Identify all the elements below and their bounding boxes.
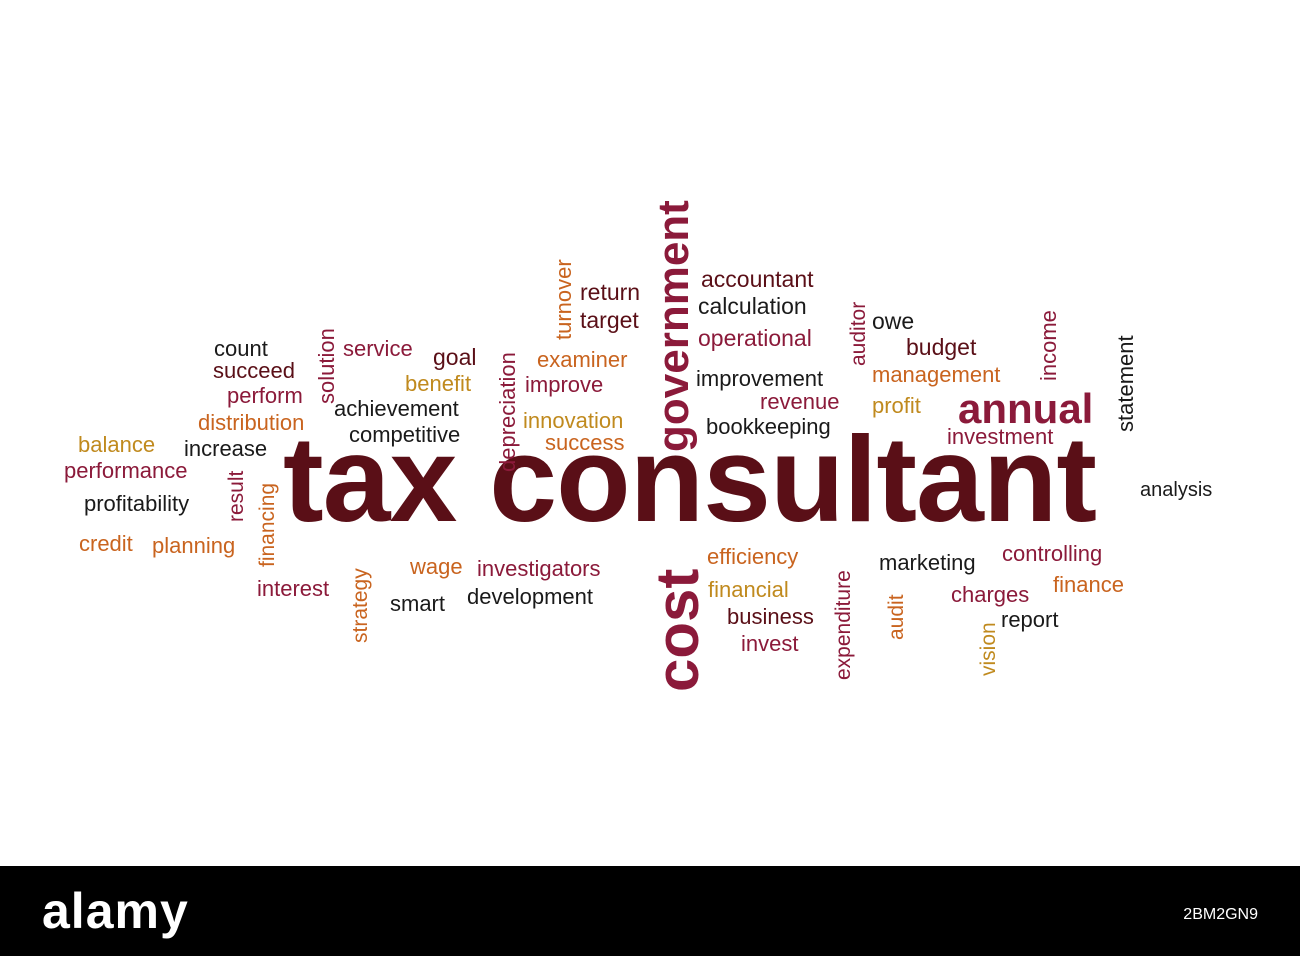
word-examiner: examiner <box>537 347 628 372</box>
word-analysis: analysis <box>1140 479 1213 501</box>
word-result: result <box>225 470 248 522</box>
word-competitive: competitive <box>349 422 461 447</box>
word-expenditure: expenditure <box>832 570 855 680</box>
word-marketing: marketing <box>879 550 976 575</box>
word-target: target <box>580 307 639 333</box>
word-credit: credit <box>79 531 133 556</box>
word-succeed: succeed <box>213 358 295 383</box>
word-performance: performance <box>64 458 188 483</box>
word-interest: interest <box>257 576 330 601</box>
word-report: report <box>1001 607 1059 632</box>
word-improvement: improvement <box>696 366 824 391</box>
word-benefit: benefit <box>405 371 472 396</box>
word-annual: annual <box>958 385 1094 432</box>
word-profitability: profitability <box>84 491 190 516</box>
word-cloud: tax consultant cost government annual ac… <box>64 200 1213 692</box>
word-charges: charges <box>951 582 1030 607</box>
word-business: business <box>727 604 814 629</box>
word-efficiency: efficiency <box>707 544 799 569</box>
word-accountant: accountant <box>701 266 814 292</box>
word-return: return <box>580 279 641 305</box>
word-investment: investment <box>947 424 1054 449</box>
word-bookkeeping: bookkeeping <box>706 414 831 439</box>
word-solution: solution <box>314 328 339 404</box>
word-auditor: auditor <box>847 301 870 366</box>
word-financial: financial <box>708 577 789 602</box>
word-strategy: strategy <box>349 568 372 643</box>
word-vision: vision <box>977 622 1000 676</box>
image-id: 2BM2GN9 <box>1183 906 1258 923</box>
word-operational: operational <box>698 325 812 351</box>
word-financing: financing <box>256 482 279 567</box>
word-revenue: revenue <box>760 389 840 414</box>
word-calculation: calculation <box>698 293 807 319</box>
word-investigators: investigators <box>477 556 601 581</box>
word-tax-consultant: tax consultant <box>283 411 1097 547</box>
word-audit: audit <box>885 594 908 640</box>
word-owe: owe <box>872 308 915 334</box>
word-profit: profit <box>872 393 921 418</box>
word-smart: smart <box>390 591 445 616</box>
word-service: service <box>343 336 413 361</box>
word-turnover: turnover <box>551 259 576 340</box>
word-invest: invest <box>741 631 799 656</box>
word-cost: cost <box>644 568 711 692</box>
word-count: count <box>214 336 268 361</box>
word-goal: goal <box>433 344 477 370</box>
word-innovation: innovation <box>523 408 624 433</box>
word-balance: balance <box>78 432 156 457</box>
word-increase: increase <box>184 436 268 461</box>
alamy-logo: alamy <box>42 883 189 939</box>
word-income: income <box>1036 310 1061 381</box>
word-depreciation: depreciation <box>495 352 520 472</box>
word-success: success <box>545 430 625 455</box>
footer-banner: alamy 2BM2GN9 <box>0 866 1300 956</box>
word-finance: finance <box>1053 572 1124 597</box>
word-budget: budget <box>906 334 977 360</box>
word-government: government <box>649 200 698 452</box>
word-development: development <box>467 584 593 609</box>
word-statement: statement <box>1113 335 1138 432</box>
word-achievement: achievement <box>334 396 459 421</box>
word-management: management <box>872 362 1001 387</box>
word-perform: perform <box>227 383 303 408</box>
word-distribution: distribution <box>198 410 305 435</box>
word-controlling: controlling <box>1002 541 1103 566</box>
word-improve: improve <box>525 372 604 397</box>
word-planning: planning <box>152 533 236 558</box>
word-wage: wage <box>410 554 463 579</box>
